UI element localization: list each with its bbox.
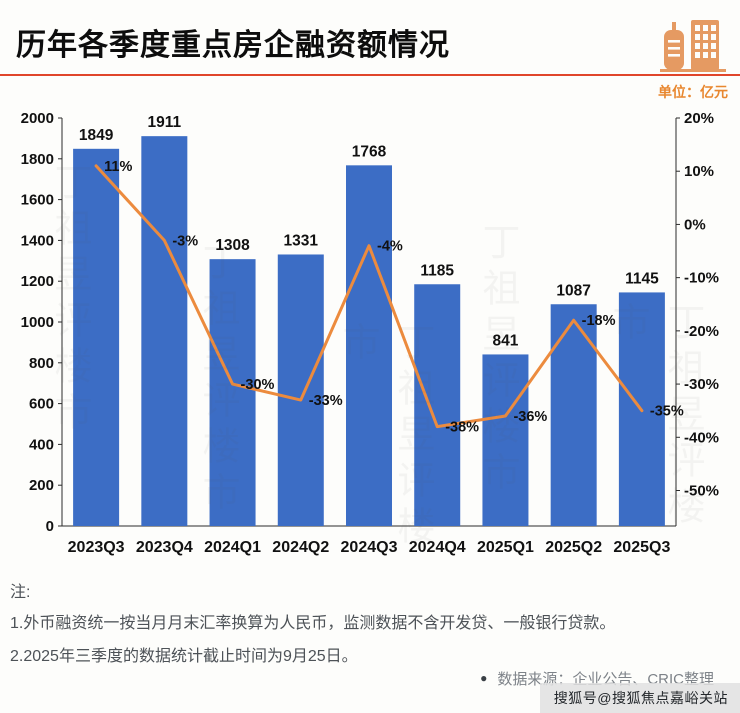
line-point-label: -4% xyxy=(377,239,403,255)
x-axis-label: 2024Q4 xyxy=(409,539,466,556)
note-line-1: 1.外币融资统一按当月月末汇率换算为人民币，监测数据不含开发贷、一般银行贷款。 xyxy=(10,615,616,632)
sohu-watermark: 搜狐号@搜狐焦点嘉峪关站 xyxy=(539,683,740,713)
line-point-label: -30% xyxy=(241,377,275,393)
bar-value-label: 1145 xyxy=(625,270,659,287)
buildings-icon xyxy=(660,20,726,72)
x-axis-label: 2023Q3 xyxy=(68,539,125,556)
header-divider xyxy=(0,74,740,76)
left-axis-tick-label: 1000 xyxy=(21,314,54,331)
header: 历年各季度重点房企融资额情况 xyxy=(0,0,740,74)
right-axis-tick-label: 20% xyxy=(684,110,714,127)
left-axis-tick-label: 600 xyxy=(29,396,54,413)
x-axis-label: 2025Q2 xyxy=(545,539,602,556)
left-axis-tick-label: 2000 xyxy=(21,110,54,127)
right-axis-tick-label: -40% xyxy=(684,429,719,446)
right-axis-tick-label: 10% xyxy=(684,163,714,180)
line-point-label: -3% xyxy=(172,233,198,249)
bar xyxy=(73,148,120,526)
note-line-2: 2.2025年三季度的数据统计截止时间为9月25日。 xyxy=(10,648,358,666)
unit-label: 单位：亿元 xyxy=(658,84,728,100)
line-point-label: -35% xyxy=(650,404,684,420)
x-axis-label: 2023Q4 xyxy=(136,539,193,556)
bar-value-label: 1849 xyxy=(79,127,114,144)
bar-value-label: 1308 xyxy=(215,237,250,254)
bar xyxy=(550,304,597,526)
bar xyxy=(209,259,256,526)
line-point-label: -38% xyxy=(445,420,479,436)
bar-value-label: 1185 xyxy=(420,262,454,279)
right-axis-tick-label: -50% xyxy=(684,483,719,500)
x-axis-label: 2024Q1 xyxy=(204,539,261,556)
left-axis-tick-label: 1800 xyxy=(21,151,54,168)
bar xyxy=(346,165,392,526)
x-axis-label: 2024Q2 xyxy=(272,539,329,556)
financing-chart: 200018001600140012001000800600400200020%… xyxy=(21,110,719,556)
left-axis-tick-label: 0 xyxy=(46,518,54,535)
x-axis-label: 2024Q3 xyxy=(341,539,398,556)
left-axis-tick-label: 800 xyxy=(29,355,54,372)
bar xyxy=(482,354,529,526)
source-bullet: ● xyxy=(480,671,488,685)
right-axis-tick-label: 0% xyxy=(684,216,706,233)
x-axis-label: 2025Q3 xyxy=(613,539,670,556)
bar-value-label: 841 xyxy=(493,332,519,349)
left-axis-tick-label: 1400 xyxy=(21,232,54,249)
left-axis-tick-label: 1200 xyxy=(21,273,54,290)
left-axis-tick-label: 200 xyxy=(29,477,54,494)
right-axis-tick-label: -20% xyxy=(684,323,719,340)
bar-value-label: 1331 xyxy=(284,232,319,249)
growth-line xyxy=(94,164,644,429)
left-axis-tick-label: 400 xyxy=(29,436,54,453)
right-axis-tick-label: -30% xyxy=(684,376,719,393)
notes: 注: 1.外币融资统一按当月月末汇率换算为人民币，监测数据不含开发贷、一般银行贷… xyxy=(0,572,740,668)
bar-value-label: 1911 xyxy=(148,114,182,131)
line-point-label: -33% xyxy=(309,393,343,409)
x-axis-label: 2025Q1 xyxy=(477,539,534,556)
bar xyxy=(414,284,461,526)
bar xyxy=(277,254,324,526)
notes-label: 注: xyxy=(10,584,31,601)
left-axis-tick-label: 1600 xyxy=(21,192,54,209)
page-title: 历年各季度重点房企融资额情况 xyxy=(16,29,450,62)
bar-value-label: 1087 xyxy=(556,282,590,299)
line-point-label: -36% xyxy=(513,409,547,425)
line-point-label: 11% xyxy=(104,159,132,175)
bar-value-label: 1768 xyxy=(352,143,387,160)
line-point-label: -18% xyxy=(582,313,616,329)
bar xyxy=(141,136,188,526)
right-axis-tick-label: -10% xyxy=(684,270,719,287)
chart-area: 丁祖昱评楼市 丁祖昱评楼市 丁祖昱评楼市 丁祖昱评楼市 丁祖昱评楼市 20001… xyxy=(0,102,740,572)
